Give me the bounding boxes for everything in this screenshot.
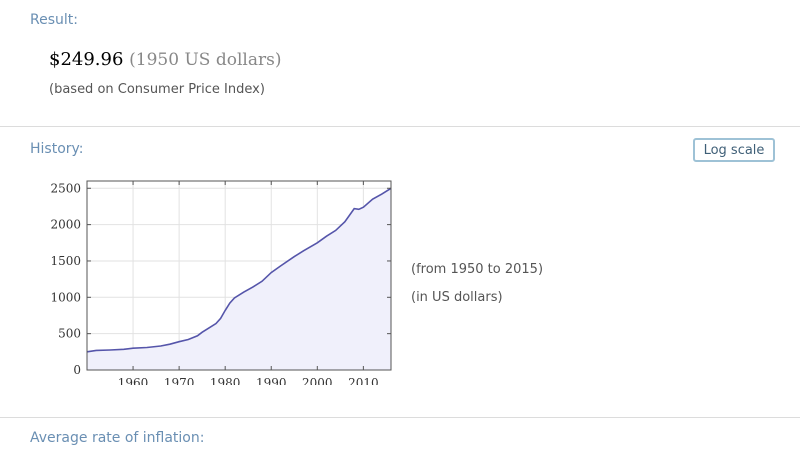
x-tick-label: 2000 bbox=[302, 376, 333, 385]
plot-area bbox=[86, 180, 392, 371]
result-note: (based on Consumer Price Index) bbox=[49, 82, 265, 97]
y-tick-label: 2000 bbox=[50, 218, 81, 232]
divider-result-history bbox=[0, 126, 800, 127]
inflation-pod-title: Average rate of inflation: bbox=[30, 430, 205, 446]
x-tick-label: 1990 bbox=[256, 376, 287, 385]
result-value: $249.96 (1950 US dollars) bbox=[49, 49, 281, 70]
history-chart: 1960 1970 1980 1990 2000 2010 0 500 1000 1500 2000… bbox=[50, 180, 392, 385]
result-unit: (1950 US dollars) bbox=[129, 50, 282, 70]
y-tick-label: 2500 bbox=[50, 181, 81, 195]
history-pod-title: History: bbox=[30, 141, 84, 157]
range-note: (from 1950 to 2015) bbox=[411, 262, 544, 277]
result-amount: $249.96 bbox=[49, 49, 124, 70]
series-line bbox=[86, 187, 392, 353]
plot-frame bbox=[86, 180, 392, 371]
divider-history-inflation bbox=[0, 417, 800, 418]
x-tick-label: 1970 bbox=[164, 376, 195, 385]
y-tick-label: 1500 bbox=[50, 254, 81, 268]
y-tick-label: 500 bbox=[58, 327, 81, 341]
log-scale-button[interactable]: Log scale bbox=[693, 138, 775, 162]
x-tick-label: 2010 bbox=[348, 376, 379, 385]
units-note: (in US dollars) bbox=[411, 290, 503, 305]
y-tick-label: 0 bbox=[73, 363, 81, 377]
series-area bbox=[87, 188, 391, 370]
tick-labels: 1960 1970 1980 1990 2000 2010 0 500 1000 1500 2000… bbox=[50, 181, 378, 385]
x-tick-label: 1960 bbox=[118, 376, 149, 385]
y-tick-label: 1000 bbox=[50, 290, 81, 304]
result-pod-title: Result: bbox=[30, 12, 78, 28]
x-tick-label: 1980 bbox=[210, 376, 241, 385]
